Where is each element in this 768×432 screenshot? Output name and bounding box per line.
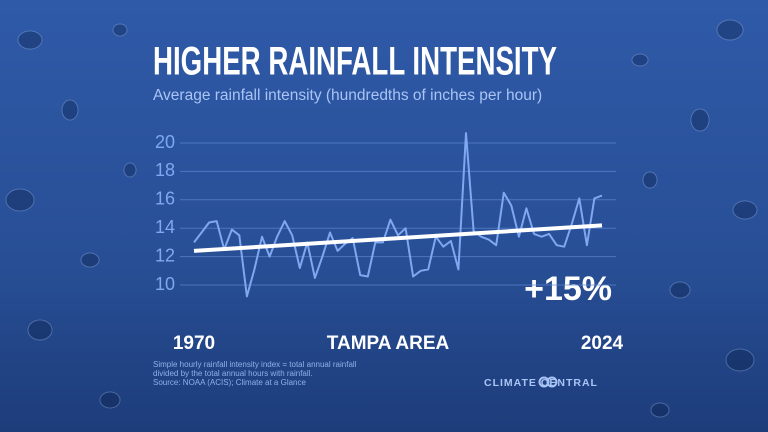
- chart-subtitle: Average rainfall intensity (hundredths o…: [153, 87, 542, 104]
- y-tick-label: 18: [155, 160, 175, 180]
- x-tick-label: 2024: [581, 333, 624, 354]
- logo: [538, 376, 558, 388]
- y-tick-label: 14: [155, 217, 175, 237]
- annotation: +15%: [524, 270, 612, 308]
- location-label: TAMPA AREA: [327, 333, 450, 354]
- note: divided by the total annual hours with r…: [153, 369, 313, 378]
- x-tick-label: 1970: [173, 333, 215, 354]
- data-line: [193, 132, 603, 298]
- brand: CLIMATE CENTRAL: [484, 377, 598, 389]
- chart-title: HIGHER RAINFALL INTENSITY: [153, 40, 557, 84]
- trend-line: [193, 223, 603, 253]
- source: Source: NOAA (ACIS); Climate at a Glance: [153, 378, 306, 387]
- y-tick-label: 20: [155, 132, 175, 152]
- y-tick-label: 12: [155, 245, 175, 265]
- raindrops: [5, 19, 758, 418]
- y-tick-label: 16: [155, 189, 175, 209]
- note: Simple hourly rainfall intensity index =…: [153, 360, 357, 369]
- y-tick-label: 10: [155, 274, 175, 294]
